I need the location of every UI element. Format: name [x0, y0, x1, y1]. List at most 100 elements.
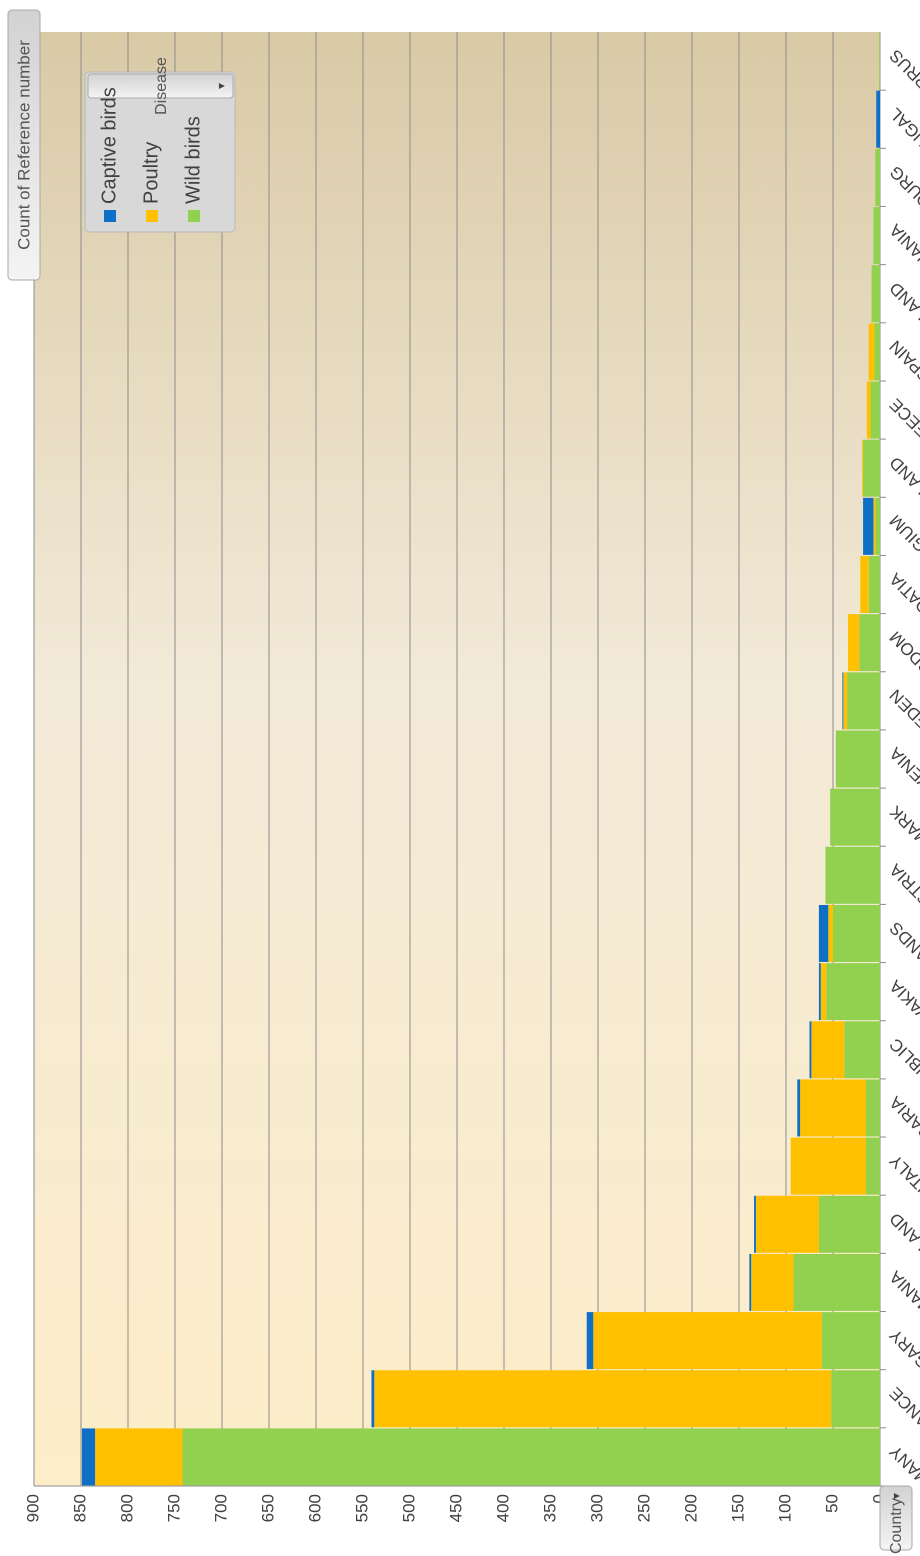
- bar-segment: [866, 381, 871, 439]
- x-tick-label: ROMANIA: [885, 1267, 920, 1337]
- value-field-button[interactable]: Count of Reference number: [7, 9, 41, 281]
- x-tick-label: BELGIUM: [886, 511, 920, 579]
- y-tick-label: 150: [728, 1494, 747, 1522]
- bar-segment: [863, 497, 874, 555]
- bar-segment: [870, 381, 880, 439]
- x-axis-labels: GERMANYFRANCEHUNGARYROMANIAPOLANDITALYBU…: [885, 46, 920, 1516]
- bar-segment: [875, 497, 880, 555]
- y-tick-label: 100: [775, 1494, 794, 1522]
- x-tick-label: SLOVAKIA: [885, 976, 920, 1048]
- y-tick-label: 300: [587, 1494, 606, 1522]
- bar-segment: [848, 614, 860, 672]
- y-axis-ticks: 900 850 800 750 700 650 600 550 500 450 400 350 300 2…: [23, 1494, 888, 1522]
- legend-swatch: [188, 210, 200, 222]
- legend-field-button[interactable]: [87, 73, 234, 99]
- y-tick-label: 700: [211, 1494, 230, 1522]
- bar-segment: [821, 1312, 880, 1370]
- bar-segment: [843, 672, 848, 730]
- bar-segment: [755, 1195, 819, 1253]
- y-tick-label: 550: [352, 1494, 371, 1522]
- bar-segment: [833, 904, 880, 962]
- bar-segment: [820, 963, 827, 1021]
- chevron-down-icon[interactable]: ▾: [214, 83, 228, 89]
- bar-segment: [847, 672, 880, 730]
- bar-segment: [800, 1079, 866, 1137]
- y-tick-label: 450: [446, 1494, 465, 1522]
- bar-segment: [809, 1021, 812, 1079]
- axis-field-label: Country: [888, 1498, 905, 1554]
- y-tick-label: 250: [634, 1494, 653, 1522]
- x-tick-label: CYPRUS: [886, 46, 920, 110]
- bar-segment: [95, 1428, 183, 1486]
- bar-segment: [754, 1195, 756, 1253]
- x-tick-label: SWEDEN: [886, 686, 920, 752]
- bar-segment: [830, 788, 880, 846]
- x-tick-label: GREECE: [886, 395, 920, 459]
- bars: [81, 32, 881, 1486]
- axis-field-button[interactable]: Country ▾: [879, 1485, 913, 1554]
- x-tick-label: IRELAND: [886, 278, 920, 344]
- bar-segment: [844, 1021, 881, 1079]
- x-tick-label: POLAND: [886, 1209, 920, 1272]
- bar-segment: [749, 1253, 752, 1311]
- value-field-label: Count of Reference number: [14, 40, 33, 250]
- y-tick-label: 0: [869, 1494, 888, 1503]
- bar-segment: [828, 904, 833, 962]
- bar-segment: [793, 1253, 881, 1311]
- bar-segment: [593, 1312, 822, 1370]
- y-tick-label: 650: [258, 1494, 277, 1522]
- y-tick-label: 850: [70, 1494, 89, 1522]
- y-tick-label: 350: [540, 1494, 559, 1522]
- bar-segment: [586, 1312, 594, 1370]
- legend-entry: Poultry: [140, 142, 162, 204]
- bar-segment: [868, 556, 880, 614]
- bar-segment: [860, 556, 869, 614]
- y-tick-label: 400: [493, 1494, 512, 1522]
- legend-swatch: [146, 210, 158, 222]
- y-tick-label: 50: [822, 1494, 841, 1513]
- x-tick-label: AUSTRIA: [885, 860, 920, 926]
- bar-segment: [873, 207, 880, 265]
- bar-segment: [862, 439, 864, 497]
- bar-segment: [826, 963, 880, 1021]
- bar-segment: [835, 730, 881, 788]
- bar-segment: [879, 32, 880, 90]
- y-tick-label: 800: [117, 1494, 136, 1522]
- gridlines: [33, 32, 886, 1487]
- bar-segment: [842, 672, 844, 730]
- bar-segment: [863, 439, 881, 497]
- bar-segment: [797, 1079, 801, 1137]
- legend-swatch: [104, 210, 116, 222]
- y-tick-label: 500: [399, 1494, 418, 1522]
- y-tick-label: 900: [23, 1494, 42, 1522]
- bar-segment: [790, 1137, 866, 1195]
- y-tick-label: 750: [164, 1494, 183, 1522]
- chevron-down-icon[interactable]: ▾: [889, 1493, 903, 1499]
- bar-segment: [818, 904, 829, 962]
- bar-segment: [831, 1370, 880, 1428]
- bar-segment: [811, 1021, 845, 1079]
- bar-segment: [876, 90, 880, 148]
- bar-segment: [751, 1253, 794, 1311]
- x-tick-label: SPAIN: [886, 337, 920, 386]
- bar-segment: [874, 323, 880, 381]
- bar-segment: [873, 497, 876, 555]
- bar-segment: [859, 614, 881, 672]
- bar-segment: [182, 1428, 880, 1486]
- bar-segment: [825, 846, 880, 904]
- y-tick-label: 200: [681, 1494, 700, 1522]
- x-tick-label: CROATIA: [885, 569, 920, 635]
- x-tick-label: ITALY: [886, 1151, 920, 1196]
- bar-segment: [81, 1428, 96, 1486]
- bar-segment: [868, 323, 875, 381]
- y-tick-label: 600: [305, 1494, 324, 1522]
- legend-entry: Wild birds: [182, 116, 204, 204]
- bar-segment: [865, 1137, 881, 1195]
- bar-segment: [871, 265, 880, 323]
- bar-segment: [818, 1195, 881, 1253]
- bar-segment: [865, 1079, 881, 1137]
- bar-segment: [374, 1370, 832, 1428]
- bar-segment: [818, 963, 821, 1021]
- legend-entry: Captive birds: [98, 87, 120, 204]
